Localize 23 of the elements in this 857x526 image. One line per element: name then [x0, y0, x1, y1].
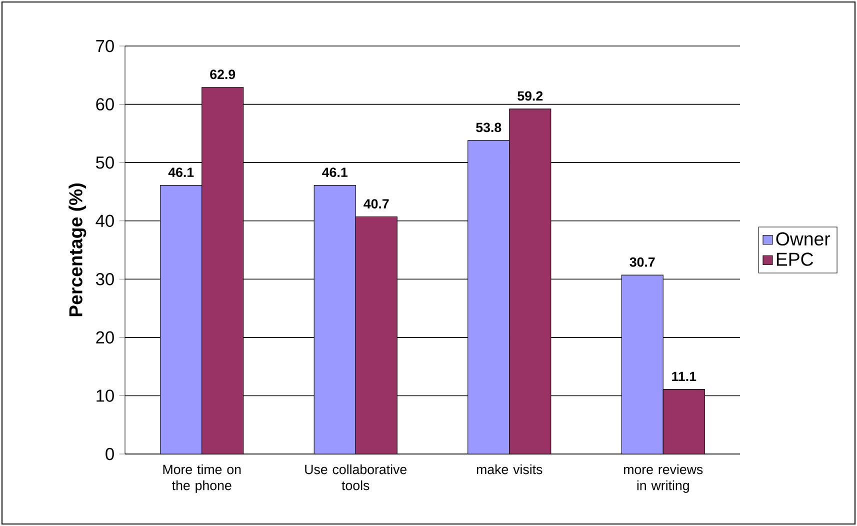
- y-tick-label: 10: [96, 390, 114, 402]
- data-label: 53.8: [476, 122, 502, 132]
- legend-label: Owner: [776, 232, 830, 246]
- data-label: 46.1: [322, 168, 348, 178]
- x-tick-label: More time on the phone: [163, 464, 241, 493]
- data-label: 11.1: [672, 372, 696, 382]
- legend-label: EPC: [776, 252, 814, 266]
- data-label: 46.1: [168, 168, 194, 178]
- y-tick-label: 50: [96, 156, 114, 169]
- y-tick-label: 30: [96, 273, 114, 286]
- y-tick-label: 60: [96, 98, 114, 110]
- data-label: 62.9: [210, 70, 236, 80]
- data-label: 59.2: [518, 91, 543, 101]
- x-tick-label: Use collaborative tools: [305, 464, 407, 490]
- x-tick-label: make visits: [476, 464, 542, 474]
- y-tick-label: 0: [106, 448, 114, 460]
- data-label: 40.7: [364, 199, 389, 209]
- data-label: 30.7: [630, 257, 655, 267]
- x-tick-label: more reviews in writing: [624, 464, 703, 493]
- y-axis-title: Percentage (%): [68, 184, 86, 316]
- y-tick-label: 40: [96, 214, 114, 227]
- y-tick-label: 20: [96, 331, 114, 344]
- y-tick-label: 70: [96, 40, 114, 52]
